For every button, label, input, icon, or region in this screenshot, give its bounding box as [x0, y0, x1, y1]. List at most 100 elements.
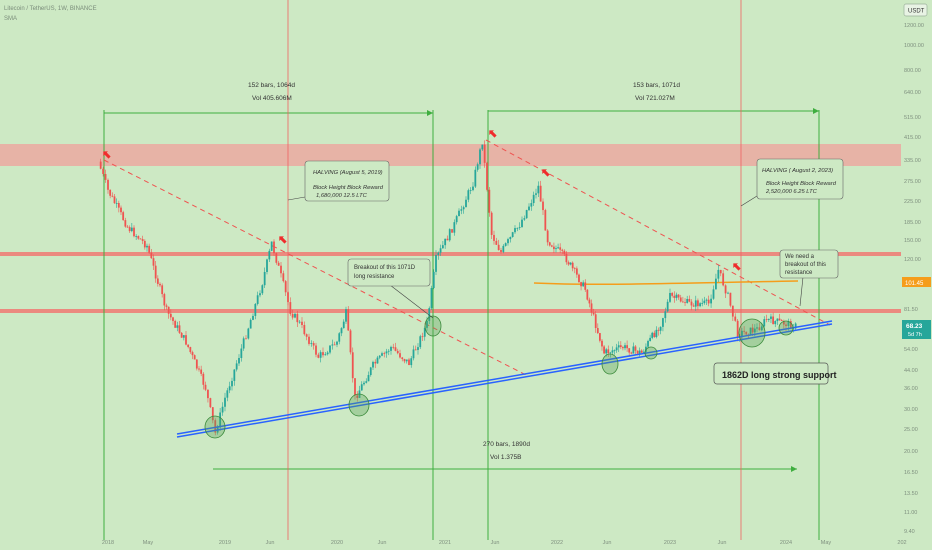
candle-body — [664, 311, 667, 319]
breakout2-line2: breakout of this — [785, 262, 826, 268]
candle-body — [369, 367, 372, 376]
candle-body — [575, 268, 578, 275]
indicator-label: SMA — [4, 16, 17, 22]
halving-2023-callout: HALVING ( August 2, 2023) Block Height B… — [740, 158, 844, 207]
candle-body — [619, 345, 622, 348]
last-price-label: 68.23 5d 7h — [902, 320, 931, 339]
candle-body — [617, 345, 620, 348]
candle-body — [476, 164, 479, 170]
candle-body — [446, 238, 449, 241]
price-tick-label: 120.00 — [904, 257, 921, 263]
price-tick-label: 640.00 — [904, 90, 921, 96]
candle-body — [705, 299, 708, 301]
candle-body — [178, 325, 181, 333]
candle-body — [240, 348, 243, 358]
candle-body — [511, 232, 514, 237]
sell-markers: ⬉ ⬉ ⬉ ⬉ ⬉ — [102, 128, 741, 273]
candle-body — [322, 352, 324, 356]
currency-button[interactable]: USDT — [903, 3, 928, 17]
candle-body — [294, 313, 296, 318]
candle-body — [163, 294, 166, 306]
candle-body — [592, 312, 595, 315]
resistance-band-lower — [0, 309, 901, 313]
candle-body — [729, 292, 732, 306]
candle-body — [277, 262, 280, 266]
candle-body — [794, 323, 797, 329]
candle-body — [242, 338, 245, 349]
candle-body — [374, 361, 377, 364]
candle-body — [235, 363, 238, 370]
candle-body — [642, 351, 645, 353]
time-tick-label: 2019 — [219, 540, 231, 546]
candle-body — [561, 249, 564, 251]
candle-body — [767, 318, 770, 320]
halving1-title: HALVING (August 5, 2019) — [313, 170, 383, 176]
candle-body — [383, 353, 386, 355]
candle-body — [659, 326, 662, 331]
candle-body — [130, 227, 133, 232]
candle-body — [509, 236, 512, 240]
candle-body — [270, 241, 273, 251]
candle-body — [521, 219, 523, 228]
candle-body — [317, 354, 320, 358]
candle-body — [273, 241, 275, 254]
symbol-line: Litecoin / TetherUS, 1W, BINANCE — [4, 6, 97, 12]
candle-body — [611, 350, 614, 353]
candle-body — [378, 355, 381, 358]
candle-body — [525, 210, 528, 219]
candle-body — [419, 336, 422, 348]
candle-body — [785, 324, 787, 327]
price-tick-label: 515.00 — [904, 115, 921, 121]
candle-body — [115, 203, 118, 204]
candle-body — [408, 359, 410, 366]
candle-body — [387, 350, 390, 352]
candle-body — [331, 344, 334, 346]
candle-body — [238, 357, 240, 364]
candle-series — [99, 140, 797, 436]
candle-body — [778, 318, 781, 321]
candle-body — [776, 318, 779, 322]
candle-body — [347, 309, 350, 331]
candle-body — [221, 406, 224, 413]
halving2-vals: 2,520,000 6.25 LTC — [765, 189, 818, 195]
candle-body — [582, 282, 585, 287]
candle-body — [553, 246, 555, 250]
candle-body — [365, 381, 368, 383]
candle-body — [684, 302, 686, 304]
candle-body — [122, 212, 125, 221]
time-tick-label: Jun — [718, 540, 727, 546]
candle-body — [774, 321, 777, 325]
candle-body — [226, 390, 229, 398]
candle-body — [474, 169, 477, 187]
touch-circles — [204, 315, 794, 439]
breakout-1071d-callout: Breakout of this 1071D long resistance — [347, 258, 434, 319]
candle-body — [701, 302, 704, 304]
orange-resistance-line — [533, 280, 799, 286]
candle-body — [458, 210, 460, 217]
candle-body — [630, 352, 633, 354]
candle-body — [399, 353, 401, 358]
candle-body — [126, 226, 129, 228]
candle-body — [640, 350, 643, 353]
candle-body — [315, 345, 317, 355]
sell-marker: ⬉ — [278, 234, 287, 246]
candle-body — [417, 347, 419, 350]
candle-body — [743, 330, 746, 332]
price-axis: 1200.00 1000.00 800.00 640.00 515.00 415.00 33… — [904, 23, 924, 535]
time-tick-label: 202 — [897, 540, 906, 546]
time-tick-label: 2021 — [439, 540, 451, 546]
candle-body — [694, 300, 697, 307]
candle-body — [275, 253, 278, 263]
candle-body — [741, 330, 743, 337]
candle-body — [571, 262, 574, 269]
sell-marker: ⬉ — [732, 261, 741, 273]
candle-body — [675, 294, 678, 298]
candle-body — [200, 369, 203, 374]
time-tick-label: Jun — [266, 540, 275, 546]
candle-body — [493, 234, 495, 241]
candle-body — [441, 245, 444, 249]
candle-body — [191, 352, 194, 356]
candle-body — [233, 369, 236, 381]
time-tick-label: May — [821, 540, 832, 546]
candle-body — [734, 316, 737, 321]
